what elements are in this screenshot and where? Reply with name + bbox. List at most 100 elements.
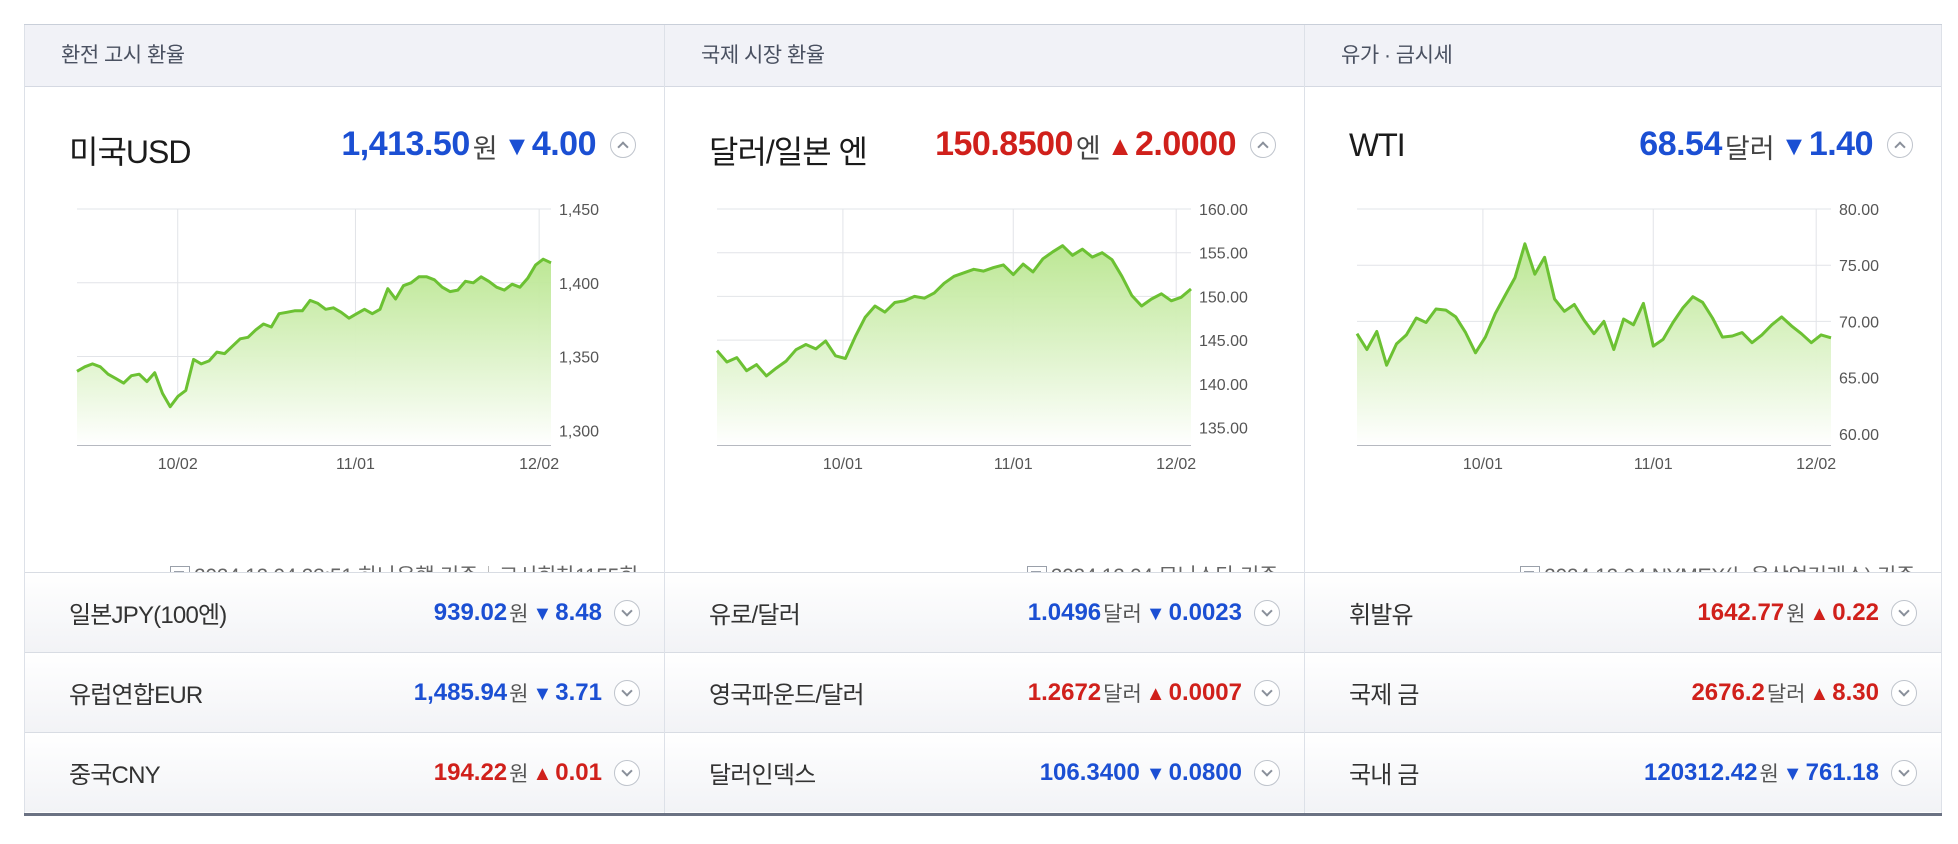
chart-line	[1355, 242, 1832, 367]
y-tick-label: 150.00	[1199, 289, 1248, 306]
main-title[interactable]: 달러/일본 엔	[709, 134, 868, 170]
chevron-down-icon	[1261, 764, 1273, 777]
chevron-up-icon	[617, 140, 629, 153]
rate-name: 휘발유	[1349, 602, 1414, 629]
rate-values: 194.22 원 ▲ 0.01	[434, 758, 640, 788]
x-tick-label: 12/02	[1796, 456, 1836, 473]
rate-change: ▼ 0.0800	[1146, 759, 1242, 787]
main-unit: 원	[472, 134, 498, 164]
expand-button[interactable]	[1891, 759, 1917, 786]
list-item[interactable]: 국제 금 2676.2 달러 ▲ 8.30	[1305, 652, 1941, 732]
rate-change-value: 0.0023	[1168, 598, 1242, 626]
rate-unit: 달러	[1766, 682, 1806, 706]
list-item[interactable]: 유럽연합EUR 1,485.94 원 ▼ 3.71	[25, 652, 664, 732]
expand-button[interactable]	[614, 599, 640, 626]
x-tick-label: 10/01	[1463, 456, 1503, 473]
down-arrow-icon: ▼	[1780, 131, 1808, 161]
expand-button[interactable]	[614, 679, 640, 706]
main-change-value: 4.00	[531, 125, 597, 163]
panel-header[interactable]: 환전 고시 환율	[25, 25, 664, 87]
chart-area	[77, 259, 551, 445]
collapse-button[interactable]	[1887, 131, 1913, 158]
panel-exchange-notice: 환전 고시 환율 미국USD 1,413.50 원 ▼4.00 1,450 1,4…	[24, 25, 664, 813]
main-price: 1,413.50 원 ▼4.00	[341, 123, 636, 166]
rate-change: ▲ 0.0007	[1146, 679, 1242, 707]
chevron-down-icon	[1898, 764, 1910, 777]
x-tick-label: 12/02	[1156, 456, 1196, 473]
panel-oil-gold: 유가 · 금시세 WTI 68.54 달러 ▼1.40 80.00 75.00 70…	[1304, 25, 1942, 813]
rate-name: 유럽연합EUR	[69, 682, 203, 709]
y-tick-label: 1,300	[559, 423, 599, 440]
y-tick-label: 155.00	[1199, 246, 1248, 263]
rate-values: 106.3400 ▼ 0.0800	[1040, 759, 1280, 787]
down-arrow-icon: ▼	[1145, 602, 1166, 625]
rate-change: ▼ 8.48	[532, 599, 602, 627]
rate-name: 국제 금	[1349, 682, 1420, 709]
exchange-rate-board: 환전 고시 환율 미국USD 1,413.50 원 ▼4.00 1,450 1,4…	[24, 24, 1942, 816]
rate-unit: 원	[509, 682, 529, 706]
main-change-value: 1.40	[1808, 125, 1874, 163]
chevron-down-icon	[1261, 604, 1273, 617]
rate-name: 일본JPY(100엔)	[69, 602, 227, 629]
rate-change-value: 0.22	[1832, 598, 1879, 626]
chevron-down-icon	[621, 684, 633, 697]
panel-header[interactable]: 유가 · 금시세	[1305, 25, 1941, 87]
down-arrow-icon: ▼	[1145, 762, 1166, 785]
main-price: 68.54 달러 ▼1.40	[1639, 123, 1913, 166]
rate-name: 영국파운드/달러	[709, 682, 865, 709]
main-quote: 달러/일본 엔 150.8500 엔 ▲2.0000 160.00 155.00 1…	[665, 87, 1305, 588]
list-item[interactable]: 중국CNY 194.22 원 ▲ 0.01	[25, 732, 664, 812]
usd-chart[interactable]: 1,450 1,400 1,350 1,300 10/02 11/01 12/02	[25, 197, 665, 473]
x-tick-label: 11/01	[336, 456, 375, 473]
rate-change-value: 8.30	[1832, 678, 1879, 706]
expand-button[interactable]	[614, 759, 640, 786]
list-item[interactable]: 휘발유 1642.77 원 ▲ 0.22	[1305, 572, 1941, 652]
up-arrow-icon: ▲	[1145, 682, 1166, 705]
panel-header[interactable]: 국제 시장 환율	[665, 25, 1304, 87]
rate-unit: 달러	[1103, 602, 1142, 626]
main-unit: 달러	[1724, 134, 1775, 164]
y-tick-label: 1,450	[559, 202, 599, 219]
expand-button[interactable]	[1254, 679, 1280, 706]
main-value: 68.54	[1639, 125, 1722, 163]
list-item[interactable]: 영국파운드/달러 1.2672 달러 ▲ 0.0007	[665, 652, 1304, 732]
jpy-chart[interactable]: 160.00 155.00 150.00 145.00 140.00 135.00 10/0…	[665, 197, 1305, 473]
rate-value: 120312.42	[1644, 758, 1758, 786]
y-tick-label: 145.00	[1199, 333, 1248, 350]
y-tick-label: 1,400	[559, 276, 599, 293]
rate-unit: 원	[1759, 762, 1779, 786]
chart-area	[1357, 243, 1831, 445]
rate-name: 국내 금	[1349, 762, 1420, 789]
rate-change: ▲ 0.01	[532, 759, 602, 787]
list-item[interactable]: 국내 금 120312.42 원 ▼ 761.18	[1305, 732, 1941, 812]
collapse-button[interactable]	[610, 131, 636, 158]
chart-line	[76, 257, 552, 409]
rate-value: 939.02	[433, 598, 508, 626]
chevron-down-icon	[621, 764, 633, 777]
list-item[interactable]: 유로/달러 1.0496 달러 ▼ 0.0023	[665, 572, 1304, 652]
rate-unit: 원	[509, 762, 529, 786]
main-value: 150.8500	[935, 125, 1073, 163]
expand-button[interactable]	[1891, 599, 1917, 626]
expand-button[interactable]	[1254, 759, 1280, 786]
list-item[interactable]: 달러인덱스 106.3400 ▼ 0.0800	[665, 732, 1304, 812]
rate-change-value: 8.48	[555, 598, 602, 626]
main-unit: 엔	[1075, 134, 1101, 164]
chevron-down-icon	[621, 604, 633, 617]
down-arrow-icon: ▼	[503, 131, 531, 161]
rate-change-value: 3.71	[555, 678, 602, 706]
up-arrow-icon: ▲	[532, 762, 553, 785]
collapse-button[interactable]	[1250, 131, 1276, 158]
expand-button[interactable]	[1254, 599, 1280, 626]
main-title[interactable]: 미국USD	[69, 134, 191, 170]
list-item[interactable]: 일본JPY(100엔) 939.02 원 ▼ 8.48	[25, 572, 664, 652]
x-tick-label: 10/01	[823, 456, 863, 473]
rate-list: 휘발유 1642.77 원 ▲ 0.22 국제 금 2676.2 달러 ▲ 8.30	[1305, 572, 1941, 812]
rate-change-value: 0.01	[555, 758, 602, 786]
rate-value: 1,485.94	[413, 678, 508, 706]
down-arrow-icon: ▼	[532, 682, 553, 705]
expand-button[interactable]	[1891, 679, 1917, 706]
wti-chart[interactable]: 80.00 75.00 70.00 65.00 60.00 10/01 11/01 12/02	[1305, 197, 1945, 473]
down-arrow-icon: ▼	[532, 602, 553, 625]
main-title[interactable]: WTI	[1349, 127, 1406, 163]
